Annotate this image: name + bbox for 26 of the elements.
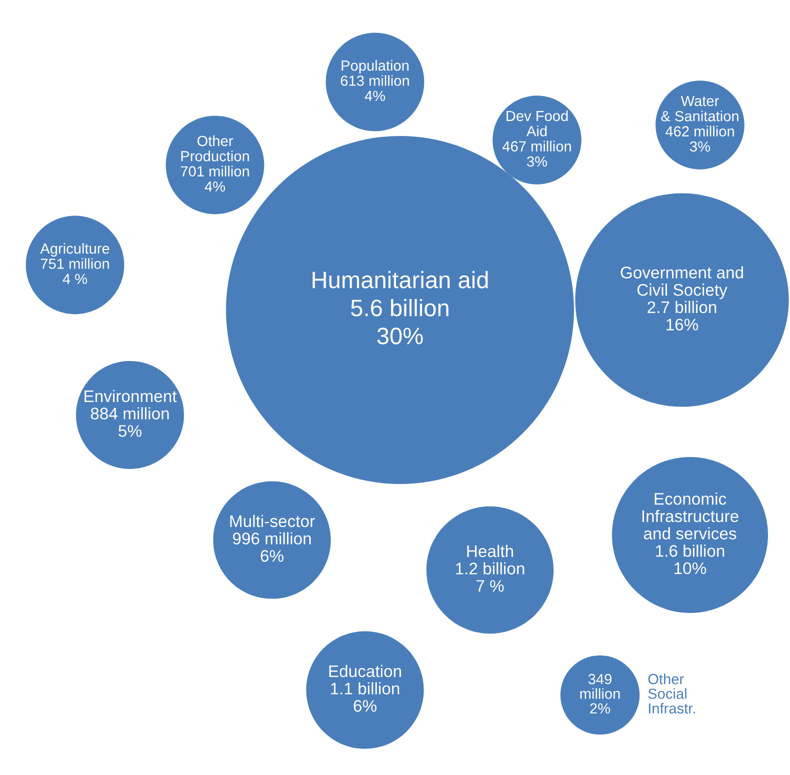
data-label: 1.2 billion 7 %: [456, 562, 524, 592]
category-label: Population: [342, 60, 409, 74]
data-label: 467 million 3%: [502, 140, 571, 167]
data-label: 5.6 billion 30%: [351, 298, 448, 344]
category-label: Economic Infrastructure and services: [642, 492, 738, 540]
category-label: Environment: [84, 390, 177, 402]
category-label: Other Production: [181, 135, 249, 162]
category-label: Water & Sanitation: [661, 96, 738, 122]
data-label: 1.6 billion 10%: [656, 544, 724, 574]
category-label: Agriculture: [40, 243, 110, 257]
category-label: Health: [467, 544, 514, 558]
category-label: Humanitarian aid: [312, 270, 488, 288]
data-label: 884 million 5%: [90, 407, 169, 437]
data-label: 462 million 3%: [665, 126, 734, 152]
data-label: 751 million 4 %: [40, 258, 109, 284]
data-label: 996 million 6%: [232, 532, 311, 562]
category-label: Multi-sector: [230, 514, 315, 528]
category-label: Education: [329, 664, 401, 678]
data-label: 2.7 billion 16%: [648, 300, 716, 330]
category-label: Other Social Infrastr.: [648, 674, 695, 714]
data-label: 1.1 billion 6%: [331, 682, 400, 712]
data-label: 349 million 2%: [580, 674, 620, 714]
category-label: Dev Food Aid: [506, 110, 568, 136]
category-label: Government and Civil Society: [620, 266, 744, 300]
data-label: 701 million 4%: [180, 166, 249, 192]
data-label: 613 million 4%: [340, 75, 409, 102]
